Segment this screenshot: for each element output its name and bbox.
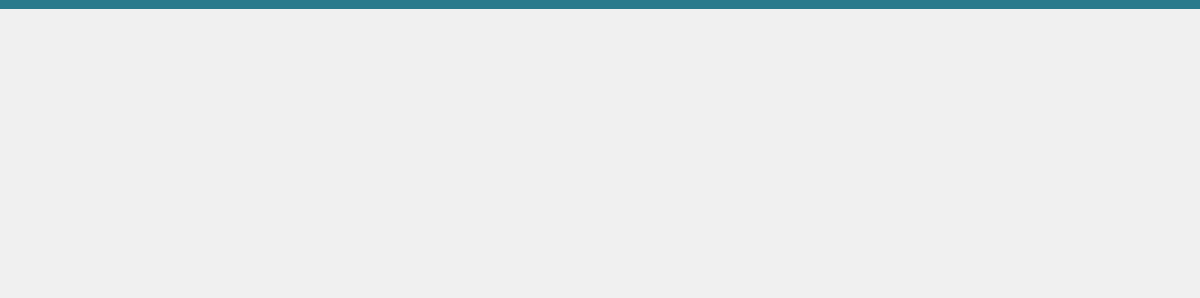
Text: ...: ... [595,144,605,154]
Text: There are should be about: There are should be about [14,190,202,204]
Text: (Round to the nearest integer as needed.): (Round to the nearest integer as needed.… [14,238,306,251]
Bar [202,176,232,218]
Text: bacteria of the first species, about: bacteria of the first species, about [232,190,480,204]
Bar [480,176,510,218]
Bar [810,176,840,218]
Text: bacteria of the second species, and about: bacteria of the second species, and abou… [510,190,810,204]
Text: bacteria of the third species.: bacteria of the third species. [840,190,1044,204]
Text: Three species of bacteria are fed three foods, I, II, and III. A bacterium of th: Three species of bacteria are fed three … [14,12,1200,83]
